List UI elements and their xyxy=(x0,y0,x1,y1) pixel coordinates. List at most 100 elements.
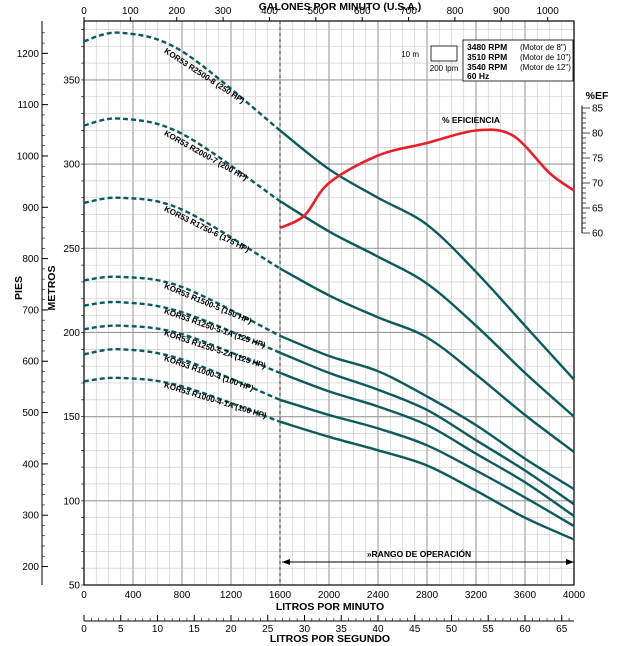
metros-axis-tick-label: 150 xyxy=(63,412,80,423)
legend-speed-1-rpm: 3480 RPM xyxy=(467,42,507,52)
left-axis-title-metros: METROS xyxy=(46,266,58,311)
lps-axis-tick-label: 15 xyxy=(189,624,201,635)
bottom-axis-lpm-tick-label: 4000 xyxy=(563,590,586,601)
operating-range-arrow-right xyxy=(566,559,574,565)
bottom-axis-title-lps: LITROS POR SEGUNDO xyxy=(270,633,390,645)
legend-scale-top: 10 m xyxy=(401,50,419,59)
top-axis-tick-label: 800 xyxy=(447,6,464,17)
pump-curve-solid-2 xyxy=(279,267,575,453)
top-axis-tick-label: 900 xyxy=(493,6,510,17)
legend-speed-1-note: (Motor de 8") xyxy=(520,43,567,52)
pump-curve-dashed-6 xyxy=(83,348,281,401)
eff-axis-tick-label: 85 xyxy=(592,104,604,115)
pies-axis-tick-label: 800 xyxy=(22,254,39,265)
pies-axis-tick-label: 900 xyxy=(22,203,39,214)
bottom-axis-lpm-tick-label: 3600 xyxy=(514,590,537,601)
chart-axes: 0 100 200 300 400 500 600 700 800 900 1000 0 400 800 1… xyxy=(17,6,604,635)
efficiency-curve xyxy=(279,128,575,230)
top-axis-title: GALONES POR MINUTO (U.S.A.) xyxy=(259,1,422,13)
lps-axis-tick-label: 35 xyxy=(336,624,348,635)
bottom-axis-lpm-tick-label: 800 xyxy=(174,590,191,601)
pump-curve-dashed-2 xyxy=(83,196,281,270)
left-axis-title-pies: PIES xyxy=(13,276,25,300)
top-axis-tick-label: 200 xyxy=(168,6,185,17)
pies-axis-tick-label: 400 xyxy=(22,459,39,470)
curve-label-1: KOR53 R2000-7 (200 HP) xyxy=(163,129,250,183)
bottom-axis-lpm-tick-label: 0 xyxy=(81,590,87,601)
bottom-axis-lpm-tick-label: 2800 xyxy=(416,590,439,601)
eff-axis-tick-label: 60 xyxy=(592,229,604,240)
curve-label-2: KOR53 R1750-6 (175 HP) xyxy=(163,204,251,254)
metros-axis-tick-label: 100 xyxy=(63,496,80,507)
lps-axis-tick-label: 45 xyxy=(409,624,421,635)
bottom-axis-lpm-tick-label: 2000 xyxy=(318,590,341,601)
pump-curve-dashed-1 xyxy=(83,117,281,203)
curve-labels-layer: KOR53 R2500-8 (250 HP)KOR53 R2000-7 (200… xyxy=(163,46,268,420)
pies-axis-tick-label: 1200 xyxy=(17,49,40,60)
pump-curve-solid-7 xyxy=(279,420,575,541)
bottom-axis-lpm-tick-label: 2400 xyxy=(367,590,390,601)
lps-axis-tick-label: 0 xyxy=(81,624,87,635)
pump-curve-dashed-5 xyxy=(83,324,281,375)
pump-curve-dashed-7 xyxy=(83,376,281,423)
pump-curve-solid-0 xyxy=(279,129,575,381)
pump-series-layer xyxy=(83,31,575,541)
metros-axis-tick-label: 250 xyxy=(63,244,80,255)
bottom-axis-lpm-tick-label: 1200 xyxy=(220,590,243,601)
top-axis-tick-label: 500 xyxy=(307,6,324,17)
legend-speed-3-rpm: 3540 RPM xyxy=(467,62,507,72)
operating-range-label: »RANGO DE OPERACIÓN xyxy=(367,548,471,559)
lps-axis-tick-label: 30 xyxy=(299,624,311,635)
legend-speed-2-rpm: 3510 RPM xyxy=(467,52,507,62)
pump-curve-solid-1 xyxy=(279,200,575,418)
top-axis-tick-label: 700 xyxy=(400,6,417,17)
pump-curve-solid-6 xyxy=(279,398,575,528)
efficiency-layer xyxy=(279,128,575,230)
metros-axis-tick-label: 50 xyxy=(69,581,81,592)
curve-label-4: KOR53 R1250-5-1A (125 HP) xyxy=(163,307,267,350)
legend-speed-3-note: (Motor de 12") xyxy=(520,63,571,72)
lps-axis-tick-label: 10 xyxy=(152,624,164,635)
metros-axis-tick-label: 350 xyxy=(63,75,80,86)
legend-scale-box xyxy=(430,45,458,62)
operating-range: »RANGO DE OPERACIÓN xyxy=(282,548,574,565)
legend: 10 m 200 lpm 3480 RPM (Motor de 8") 3510… xyxy=(401,39,574,82)
bottom-axis-title-lpm: LITROS POR MINUTO xyxy=(276,601,384,613)
pies-axis-tick-label: 1000 xyxy=(17,151,40,162)
bottom-axis-lpm-tick-label: 1600 xyxy=(269,590,292,601)
metros-axis-tick-label: 300 xyxy=(63,160,80,171)
plot-frame xyxy=(83,20,575,586)
pump-curve-dashed-0 xyxy=(83,31,281,132)
pies-axis-tick-label: 500 xyxy=(22,408,39,419)
legend-frequency: 60 Hz xyxy=(467,71,489,81)
lps-axis-tick-label: 60 xyxy=(519,624,531,635)
lps-axis-tick-label: 65 xyxy=(556,624,568,635)
eff-axis-tick-label: 80 xyxy=(592,129,604,140)
lps-axis-tick-label: 40 xyxy=(372,624,384,635)
bottom-axis-lpm-tick-label: 3200 xyxy=(465,590,488,601)
pump-curve-solid-3 xyxy=(279,334,575,491)
bottom-axis-lpm-tick-label: 400 xyxy=(125,590,142,601)
lps-axis-tick-label: 55 xyxy=(483,624,495,635)
eff-axis-tick-label: 75 xyxy=(592,154,604,165)
metros-axis-tick-label: 200 xyxy=(63,328,80,339)
top-axis-tick-label: 400 xyxy=(261,6,278,17)
top-axis-tick-label: 600 xyxy=(354,6,371,17)
legend-speed-2-note: (Motor de 10") xyxy=(520,53,571,62)
top-axis-tick-label: 100 xyxy=(122,6,139,17)
pump-curve-solid-5 xyxy=(279,371,575,517)
legend-scale-bottom: 200 lpm xyxy=(430,64,459,73)
pump-curve-solid-4 xyxy=(279,351,575,506)
lps-axis-tick-label: 50 xyxy=(446,624,458,635)
lps-axis-tick-label: 5 xyxy=(118,624,124,635)
pies-axis-tick-label: 200 xyxy=(22,562,39,573)
chart-grid xyxy=(83,21,575,586)
pump-curve-dashed-4 xyxy=(83,300,281,354)
operating-range-arrow-left xyxy=(282,559,290,565)
plot-border xyxy=(83,20,575,586)
pies-axis-tick-label: 600 xyxy=(22,357,39,368)
efficiency-curve-label: % EFICIENCIA xyxy=(442,115,500,125)
pump-curve-dashed-3 xyxy=(83,275,281,337)
eff-axis-tick-label: 70 xyxy=(592,179,604,190)
